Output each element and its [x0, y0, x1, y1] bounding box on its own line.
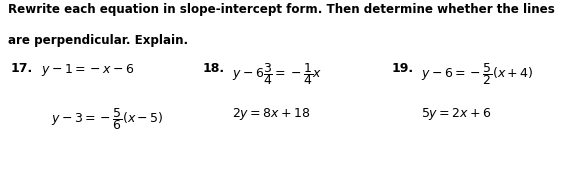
Text: 19.: 19.: [392, 62, 414, 75]
Text: 17.: 17.: [10, 62, 32, 75]
Text: $2y = 8x + 18$: $2y = 8x + 18$: [232, 106, 310, 122]
Text: $y - 1 = -x - 6$: $y - 1 = -x - 6$: [41, 62, 134, 78]
Text: $y - 6\dfrac{3}{4} = -\dfrac{1}{4}x$: $y - 6\dfrac{3}{4} = -\dfrac{1}{4}x$: [232, 62, 322, 87]
Text: Rewrite each equation in slope-intercept form. Then determine whether the lines: Rewrite each equation in slope-intercept…: [8, 3, 555, 16]
Text: 18.: 18.: [202, 62, 224, 75]
Text: $y - 3 = -\dfrac{5}{6}(x-5)$: $y - 3 = -\dfrac{5}{6}(x-5)$: [51, 106, 163, 132]
Text: are perpendicular. Explain.: are perpendicular. Explain.: [8, 34, 188, 47]
Text: $y - 6 = -\dfrac{5}{2}(x + 4)$: $y - 6 = -\dfrac{5}{2}(x + 4)$: [421, 62, 533, 87]
Text: $5y = 2x + 6$: $5y = 2x + 6$: [421, 106, 492, 122]
